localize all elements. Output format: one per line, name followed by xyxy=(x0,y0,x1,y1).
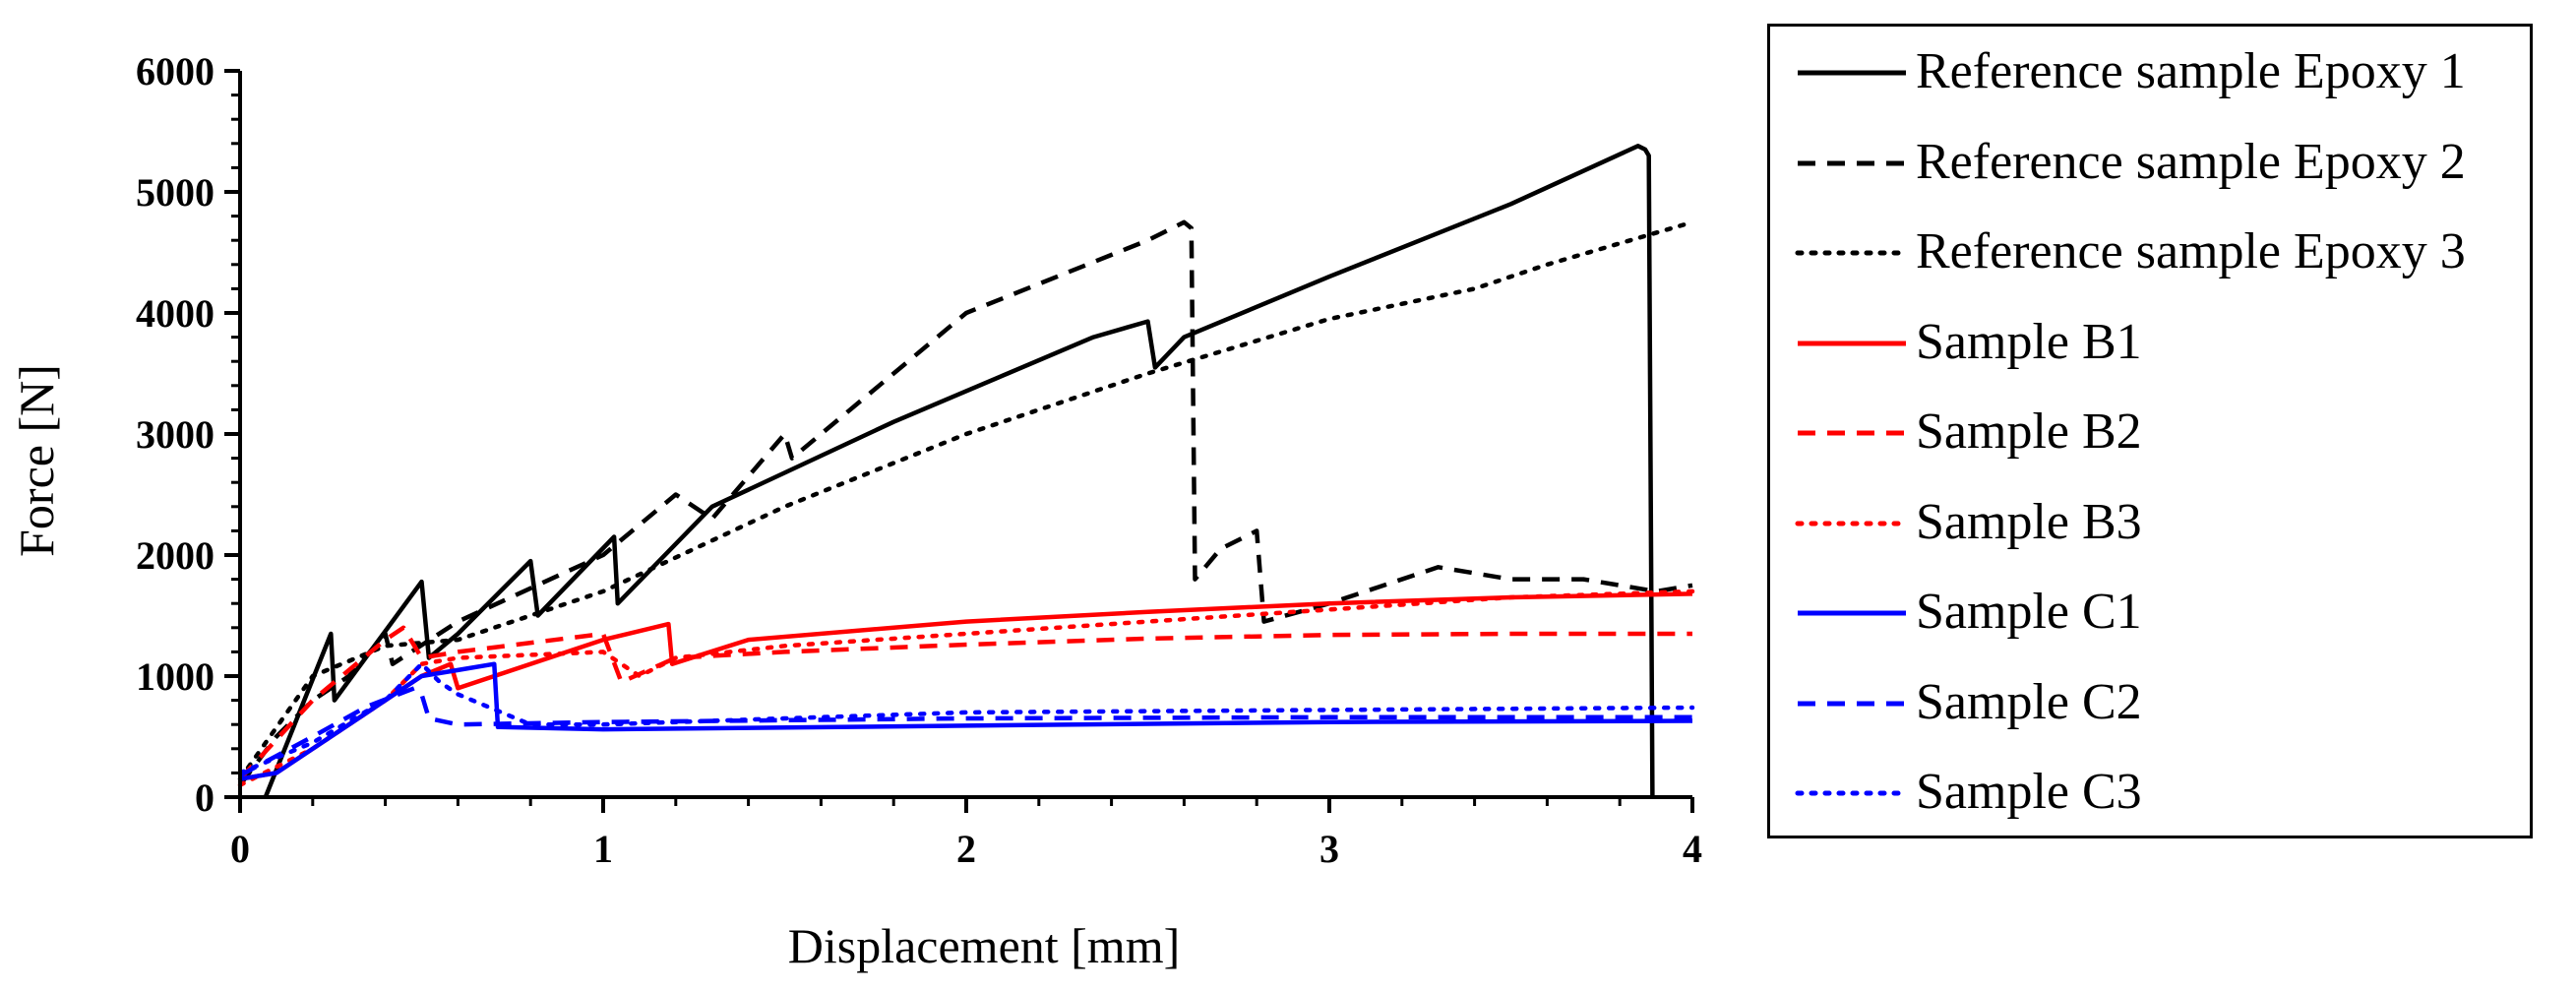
series-line-9 xyxy=(237,661,1695,775)
y-tick-label: 6000 xyxy=(136,49,215,93)
series-line-4 xyxy=(239,591,1693,781)
series-line-5 xyxy=(238,625,1692,781)
x-tick-label: 3 xyxy=(1319,827,1339,871)
legend: Reference sample Epoxy 1 Reference sample… xyxy=(1767,24,2533,838)
legend-item: Sample C1 xyxy=(1770,579,2530,648)
legend-swatch xyxy=(1798,70,1906,76)
legend-label: Sample B2 xyxy=(1916,403,2142,460)
y-axis-label: Force [N] xyxy=(9,364,64,557)
y-tick-label: 4000 xyxy=(136,291,215,336)
legend-swatch xyxy=(1798,430,1906,436)
legend-swatch xyxy=(1795,790,1909,796)
legend-swatch xyxy=(1798,160,1906,165)
legend-label: Sample C1 xyxy=(1916,584,2142,640)
chart: 0 1000 2000 3000 4000 5000 6000 0 1 2 3 4 Force [N]… xyxy=(9,49,1702,973)
x-tick-label: 2 xyxy=(956,827,976,871)
series-line-7 xyxy=(239,661,1693,781)
axes: 0 1000 2000 3000 4000 5000 6000 0 1 2 3 4 xyxy=(136,49,1702,871)
y-tick-label: 5000 xyxy=(136,170,215,215)
legend-swatch xyxy=(1795,250,1909,256)
legend-label: Reference sample Epoxy 1 xyxy=(1916,43,2466,99)
legend-label: Reference sample Epoxy 2 xyxy=(1916,133,2466,190)
legend-item: Sample B3 xyxy=(1770,489,2530,558)
legend-item: Sample C2 xyxy=(1770,669,2530,738)
legend-label: Reference sample Epoxy 3 xyxy=(1916,223,2466,279)
legend-item: Sample B1 xyxy=(1770,309,2530,378)
legend-label: Sample B1 xyxy=(1916,313,2142,370)
series-line-1 xyxy=(263,144,1655,798)
x-tick-label: 4 xyxy=(1683,827,1702,871)
series-line-2 xyxy=(238,219,1693,787)
legend-item: Reference sample Epoxy 3 xyxy=(1770,218,2530,287)
legend-label: Sample B3 xyxy=(1916,493,2142,550)
legend-label: Sample C2 xyxy=(1916,673,2142,730)
plot-series xyxy=(237,144,1695,798)
legend-swatch xyxy=(1798,610,1906,616)
legend-item: Sample B2 xyxy=(1770,399,2530,467)
y-tick-label: 0 xyxy=(195,775,215,820)
x-tick-label: 0 xyxy=(230,827,250,871)
y-tick-label: 1000 xyxy=(136,654,215,699)
x-axis-label: Displacement [mm] xyxy=(788,918,1181,973)
y-tick-label: 2000 xyxy=(136,533,215,578)
legend-swatch xyxy=(1798,341,1906,345)
legend-item: Reference sample Epoxy 2 xyxy=(1770,129,2530,198)
y-tick-label: 3000 xyxy=(136,412,215,457)
legend-item: Reference sample Epoxy 1 xyxy=(1770,38,2530,107)
legend-item: Sample C3 xyxy=(1770,759,2530,828)
legend-swatch xyxy=(1798,701,1906,706)
legend-label: Sample C3 xyxy=(1916,764,2142,820)
legend-swatch xyxy=(1795,521,1909,526)
series-line-8 xyxy=(238,686,1692,777)
x-tick-label: 1 xyxy=(593,827,613,871)
